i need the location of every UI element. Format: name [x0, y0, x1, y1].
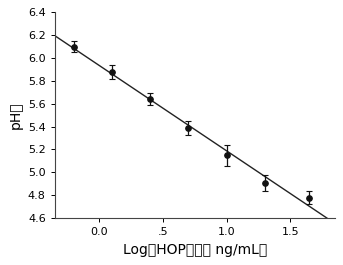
X-axis label: Log（HOP浓度／ ng/mL）: Log（HOP浓度／ ng/mL）: [122, 243, 267, 257]
Y-axis label: pH値: pH値: [8, 101, 22, 129]
